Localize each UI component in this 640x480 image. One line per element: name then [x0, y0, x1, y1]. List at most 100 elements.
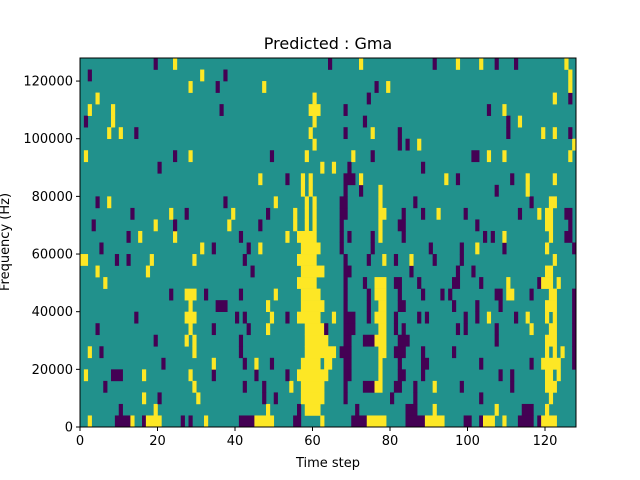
heatmap-cell [506, 115, 511, 128]
heatmap-cell [324, 357, 333, 370]
x-tick-label: 40 [227, 434, 244, 449]
heatmap-cell [514, 58, 519, 70]
heatmap-cell [289, 380, 294, 393]
heatmap-cell [405, 403, 418, 416]
heatmap-cell [545, 334, 557, 347]
heatmap-cell [126, 230, 131, 243]
heatmap-cell [254, 415, 275, 428]
heatmap-cell [564, 58, 569, 70]
heatmap-cell [455, 173, 461, 186]
heatmap-cell [285, 173, 290, 186]
heatmap-cell [572, 288, 577, 301]
heatmap-cell [463, 311, 468, 324]
heatmap-cell [266, 403, 271, 416]
heatmap-cell [107, 196, 112, 209]
heatmap-cell [378, 196, 383, 209]
heatmap-cell [200, 242, 205, 255]
heatmap-cell [192, 254, 197, 266]
heatmap-cell [560, 346, 565, 359]
heatmap-cell [475, 300, 480, 312]
heatmap-cell [262, 380, 267, 393]
heatmap-cell [300, 242, 321, 255]
heatmap-cell [235, 311, 240, 324]
heatmap-cell [374, 81, 379, 93]
heatmap-cell [211, 369, 216, 382]
heatmap-cell [378, 346, 387, 359]
heatmap-cell [339, 207, 348, 220]
y-tick-label: 60000 [32, 248, 73, 263]
heatmap-cell [374, 380, 383, 393]
heatmap-cell [378, 184, 383, 197]
heatmap-cell [273, 288, 278, 301]
heatmap-cell [204, 415, 209, 428]
heatmap-cell [114, 254, 120, 266]
heatmap-cell [153, 58, 158, 70]
heatmap-cell [502, 415, 507, 428]
heatmap-cell [490, 230, 495, 243]
heatmap-cell [366, 311, 371, 324]
x-axis: 0 20 40 60 80 100 120 [76, 427, 557, 449]
heatmap-cell [366, 415, 387, 428]
heatmap-cell [374, 334, 387, 347]
heatmap-cell [328, 346, 337, 359]
heatmap-cell [192, 346, 197, 359]
heatmap-cell [180, 415, 185, 428]
heatmap-cell [537, 415, 542, 428]
heatmap-cell [297, 403, 302, 416]
heatmap-cell [552, 311, 557, 324]
heatmap-cell [238, 334, 244, 347]
heatmap-cell [273, 196, 278, 209]
heatmap-cell [211, 242, 216, 255]
heatmap-cell [432, 403, 437, 416]
heatmap-cell [552, 254, 557, 266]
heatmap-cell [304, 196, 309, 209]
heatmap-cell [111, 369, 123, 382]
heatmap-cell [432, 58, 437, 70]
heatmap-cell [397, 300, 406, 312]
heatmap-cell [417, 138, 422, 151]
heatmap-cell [424, 415, 445, 428]
heatmap-cell [471, 150, 480, 163]
heatmap-cell [320, 161, 325, 174]
heatmap-cell [417, 277, 422, 289]
heatmap-cell [545, 369, 554, 382]
heatmap-cell [142, 392, 147, 405]
heatmap-cell [231, 207, 236, 220]
heatmap-cell [130, 415, 135, 428]
heatmap-cell [366, 92, 371, 105]
heatmap-cell [111, 115, 116, 128]
heatmap-cell [266, 323, 271, 336]
heatmap-cell [545, 403, 550, 416]
heatmap-cell [211, 323, 216, 336]
heatmap-cell [397, 357, 402, 370]
heatmap-cell [269, 150, 275, 163]
x-tick-label: 60 [304, 434, 321, 449]
heatmap-cell [173, 150, 178, 163]
heatmap-cell [343, 311, 356, 324]
heatmap-cell [312, 115, 317, 128]
heatmap-cell [510, 380, 515, 393]
heatmap-cell [545, 219, 554, 232]
heatmap-cell [343, 288, 348, 301]
heatmap-cell [300, 380, 325, 393]
heatmap-cell [285, 230, 290, 243]
heatmap-cell [529, 357, 534, 370]
heatmap-cell [455, 58, 461, 70]
heatmap-cell [343, 380, 348, 393]
heatmap-cell [308, 173, 313, 186]
heatmap-cell [188, 150, 193, 163]
heatmap-cell [448, 288, 453, 301]
heatmap-cell [440, 288, 445, 301]
heatmap-cell [370, 242, 375, 255]
heatmap-cell [304, 403, 321, 416]
heatmap-cell [343, 104, 348, 116]
heatmap-cell [153, 403, 158, 416]
heatmap-cell [347, 161, 352, 174]
heatmap-cell [413, 380, 418, 393]
heatmap-cell [134, 311, 139, 324]
heatmap-cell [397, 138, 402, 151]
heatmap-cell [545, 380, 557, 393]
y-tick-label: 100000 [23, 132, 73, 147]
heatmap-cell [300, 265, 325, 278]
heatmap-cell [300, 288, 321, 301]
